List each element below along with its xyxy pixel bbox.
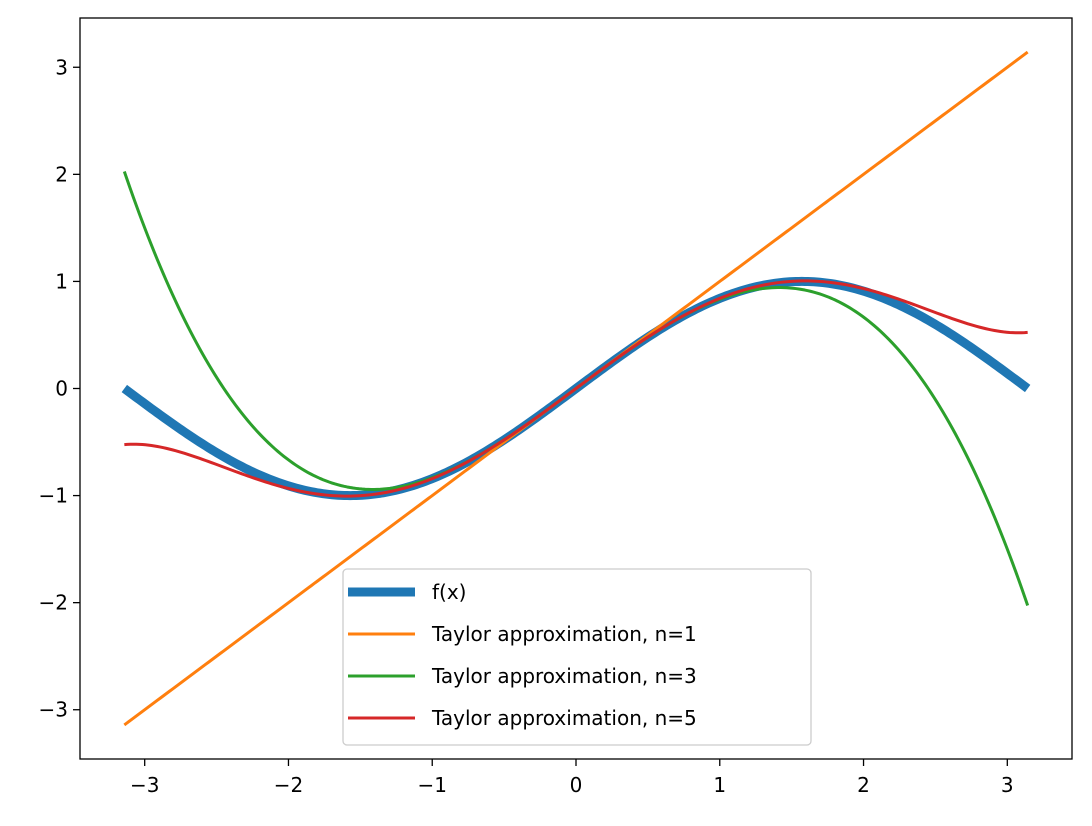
legend: f(x) Taylor approximation, n=1 Taylor appr… (342, 568, 812, 746)
y-tick-label: 3 (55, 55, 68, 79)
x-tick-label: 0 (570, 773, 583, 797)
y-tick-label: 0 (55, 377, 68, 401)
x-tick-label: −2 (274, 773, 303, 797)
legend-label: Taylor approximation, n=5 (431, 706, 697, 730)
x-tick-label: −1 (417, 773, 446, 797)
x-tick-label: 1 (713, 773, 726, 797)
y-tick-label: −1 (39, 484, 68, 508)
x-tick-label: 2 (857, 773, 870, 797)
x-axis-ticks: −3 −2 −1 0 1 2 3 (130, 759, 1014, 797)
y-tick-label: 2 (55, 162, 68, 186)
legend-box (342, 568, 812, 746)
legend-label: f(x) (432, 580, 466, 604)
plot-lines (121, 50, 1031, 727)
legend-label: Taylor approximation, n=1 (431, 622, 697, 646)
y-axis-ticks: −3 −2 −1 0 1 2 3 (39, 55, 80, 722)
y-tick-label: 1 (55, 269, 68, 293)
series-line-4 (124, 279, 1028, 498)
legend-label: Taylor approximation, n=3 (431, 664, 697, 688)
x-tick-label: −3 (130, 773, 159, 797)
y-tick-label: −3 (39, 698, 68, 722)
y-tick-label: −2 (39, 591, 68, 615)
x-tick-label: 3 (1001, 773, 1014, 797)
